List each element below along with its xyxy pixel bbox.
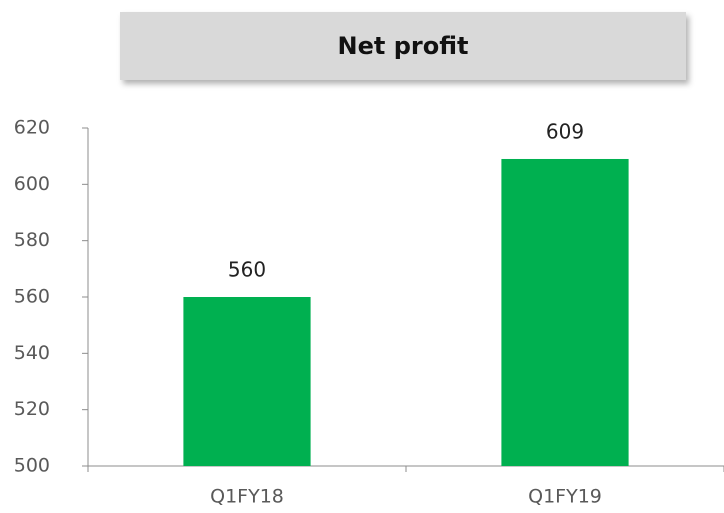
- x-tick-label: Q1FY18: [210, 486, 284, 508]
- y-tick-label: 620: [14, 117, 50, 139]
- x-tick-label: Q1FY19: [528, 486, 602, 508]
- bar: [183, 297, 311, 466]
- value-label: 609: [546, 119, 584, 143]
- y-tick-label: 600: [14, 173, 50, 195]
- y-tick-label: 560: [14, 286, 50, 308]
- chart-title: Net profit: [338, 32, 469, 60]
- value-label: 560: [228, 258, 266, 282]
- y-tick-label: 500: [14, 455, 50, 477]
- bar: [501, 158, 629, 466]
- y-tick-label: 540: [14, 342, 50, 364]
- y-tick-label: 520: [14, 398, 50, 420]
- title-box: [120, 12, 686, 80]
- y-tick-label: 580: [14, 229, 50, 251]
